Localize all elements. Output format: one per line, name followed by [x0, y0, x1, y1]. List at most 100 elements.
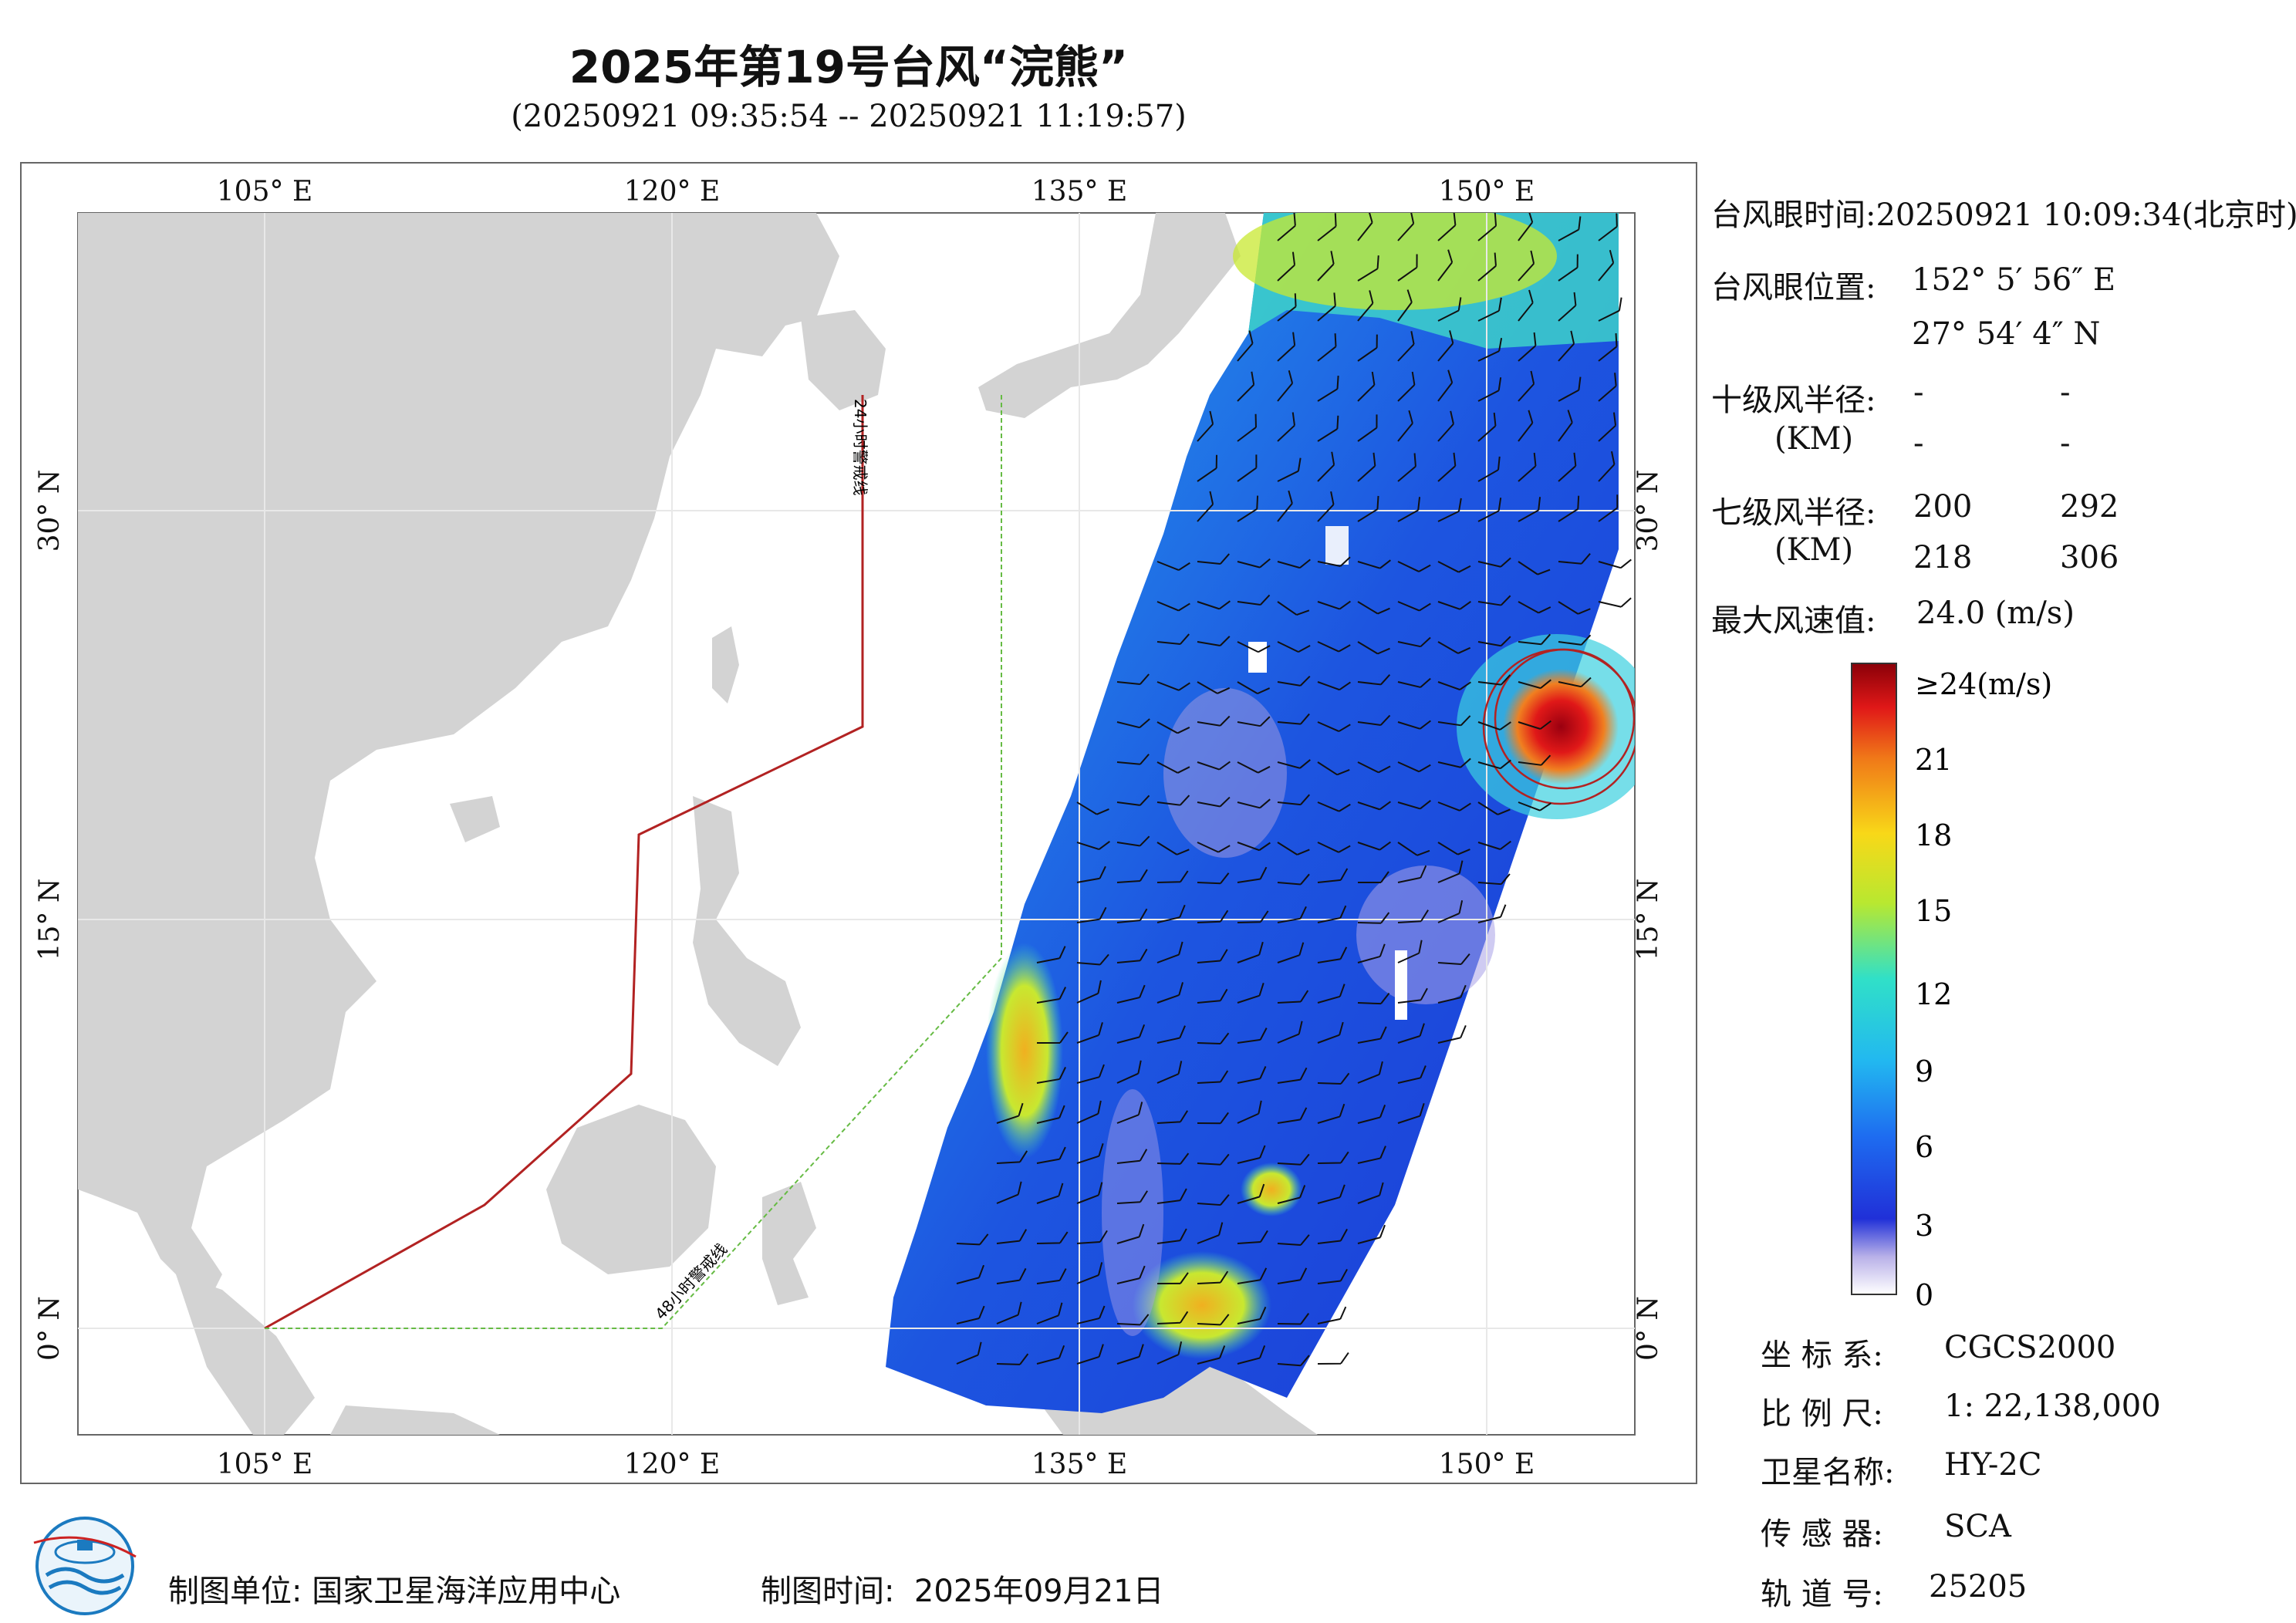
wind-barb: [1397, 677, 1431, 688]
sumatra: [176, 1274, 315, 1435]
wind-barb: [1437, 498, 1462, 522]
wind-barbs: [956, 213, 1632, 1367]
r7-value: 200: [1913, 489, 1973, 525]
wind-barb: [1477, 801, 1511, 815]
korea-peninsula: [801, 310, 886, 410]
wind-barb: [1477, 636, 1511, 647]
wind-barb: [1477, 904, 1507, 923]
wind-barb: [1277, 1185, 1306, 1204]
wind-barb: [1036, 1105, 1065, 1124]
wind-barb: [1076, 1344, 1104, 1365]
wind-barb: [1156, 941, 1183, 963]
wind-barb: [1477, 338, 1503, 362]
sensor-value: SCA: [1944, 1509, 2011, 1544]
wind-barb: [1156, 1272, 1189, 1284]
wind-barb: [1558, 601, 1591, 615]
wind-barb: [1477, 721, 1511, 731]
wind-barb: [1558, 452, 1577, 482]
wind-barb: [1237, 866, 1268, 883]
wind-barb: [1076, 1230, 1108, 1244]
wind-barb: [1156, 1061, 1183, 1084]
scale-value: 1: 22,138,000: [1944, 1388, 2161, 1424]
r10-value: -: [1913, 426, 1924, 461]
wind-barb: [1076, 1064, 1105, 1084]
wind-barb: [1197, 909, 1229, 923]
wind-barb: [1357, 801, 1391, 811]
wind-barb: [1598, 250, 1615, 282]
wind-barb: [1477, 873, 1511, 886]
max-wind-label: 最大风速值:: [1711, 603, 1876, 639]
wind-barb: [1317, 641, 1351, 653]
wind-barb: [1277, 457, 1302, 482]
wind-barb: [1357, 334, 1378, 362]
crs-value: CGCS2000: [1944, 1330, 2116, 1365]
wind-barb: [1076, 980, 1102, 1004]
wind-barb: [1397, 987, 1428, 1004]
wind-barb: [1598, 297, 1622, 322]
wind-barb: [1277, 759, 1311, 769]
wind-barb: [1277, 1355, 1310, 1367]
nsoas-logo-icon: [33, 1517, 137, 1615]
wind-barb: [1317, 842, 1351, 853]
wind-barb: [1317, 721, 1351, 732]
wind-barb: [1558, 553, 1591, 565]
wind-barb: [1237, 983, 1264, 1004]
wind-barb: [1518, 801, 1551, 812]
wind-barb: [1357, 761, 1391, 774]
wind-barb: [1237, 454, 1258, 482]
wind-barb: [1397, 800, 1431, 810]
wind-barb: [1437, 410, 1454, 442]
graticule: [78, 213, 1635, 1435]
wind-barb: [1237, 1345, 1266, 1365]
wind-barb: [1156, 633, 1190, 645]
wind-barb: [1397, 213, 1415, 241]
lon-tick-top: 150° E: [1439, 176, 1535, 208]
wind-barb: [1156, 1152, 1190, 1165]
colorbar-tick: 12: [1915, 977, 1952, 1011]
wind-barb: [1317, 681, 1351, 691]
map-frame: 24小时警戒线 48小时警戒线 105° E 120° E 135° E 150…: [20, 162, 1697, 1484]
wind-barb: [1076, 1182, 1103, 1204]
wind-barb: [1437, 681, 1471, 691]
wind-barb: [1477, 252, 1497, 282]
colorbar-tick: 15: [1915, 894, 1952, 928]
wind-barb: [1277, 1153, 1310, 1166]
wind-barb: [1357, 992, 1390, 1005]
wind-barb: [1036, 1067, 1066, 1084]
hainan: [450, 796, 500, 842]
wind-barb: [1397, 909, 1429, 923]
wind-barb: [1317, 868, 1349, 883]
wind-barb: [1277, 1267, 1308, 1284]
wind-barb: [1197, 761, 1231, 771]
lon-tick-bottom: 120° E: [624, 1449, 720, 1480]
wind-barb: [956, 1264, 984, 1284]
wind-barb: [1197, 988, 1228, 1004]
r7-value: 218: [1913, 540, 1973, 575]
wind-barb: [1437, 249, 1454, 282]
wind-barb: [1116, 869, 1148, 883]
wind-barb: [996, 1150, 1028, 1164]
wind-barb: [1437, 561, 1471, 573]
wind-barb: [1116, 754, 1150, 765]
wind-barb: [1317, 333, 1337, 362]
wind-barb: [1237, 495, 1259, 522]
lat-tick-left: 15° N: [34, 879, 66, 961]
footer-time-label: 制图时间:: [761, 1574, 895, 1609]
wind-barb: [1076, 1305, 1106, 1324]
wind-barb: [1116, 948, 1148, 963]
wind-barb: [1437, 842, 1470, 855]
wind-barb: [1036, 1302, 1063, 1324]
wind-barb: [1197, 600, 1231, 610]
wind-barb: [1598, 213, 1618, 241]
satellite-label: 卫星名称:: [1761, 1455, 1895, 1490]
wind-barb: [1317, 292, 1336, 322]
wind-barb: [1437, 601, 1471, 610]
footer-org-label: 制图单位:: [168, 1574, 302, 1609]
wind-barb: [1277, 1107, 1308, 1124]
wind-barb: [1397, 371, 1416, 402]
footer-time-value: 2025年09月21日: [913, 1574, 1164, 1609]
wind-barb: [1197, 1153, 1230, 1166]
eye-lat: 27° 54′ 4″ N: [1912, 316, 2101, 352]
wind-barb: [1156, 1110, 1189, 1124]
wind-barb: [1598, 494, 1619, 522]
